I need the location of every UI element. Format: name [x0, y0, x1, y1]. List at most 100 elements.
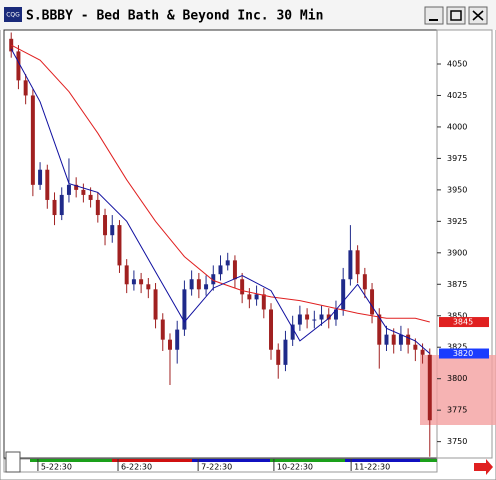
candle-body	[16, 51, 21, 81]
candle-body	[384, 334, 389, 345]
candle-body	[355, 250, 360, 275]
y-tick-label: 3925	[447, 217, 467, 226]
session-bar	[345, 459, 420, 462]
candle-body	[117, 225, 122, 266]
candle-body	[52, 199, 57, 216]
candle-body	[413, 344, 418, 350]
candle-body	[261, 294, 266, 310]
candle-body	[38, 169, 43, 185]
x-tick-label: 7-22:30	[201, 463, 232, 472]
candle-body	[182, 289, 187, 330]
minimize-button[interactable]	[424, 6, 444, 25]
candle-body	[218, 265, 223, 275]
x-tick-label: 10-22:30	[277, 463, 313, 472]
price-marker-label: 3845	[453, 318, 473, 327]
candle-body	[312, 319, 317, 321]
candle-body	[269, 309, 274, 350]
range-highlight	[420, 355, 496, 425]
session-bar	[420, 459, 437, 462]
maximize-icon	[450, 10, 462, 21]
candle-body	[276, 349, 281, 365]
candle-body	[30, 95, 35, 185]
candle-body	[95, 199, 100, 216]
candle-body	[110, 225, 115, 236]
candle-body	[196, 279, 201, 290]
close-icon	[472, 10, 484, 21]
window-buttons[interactable]	[424, 6, 488, 25]
scroll-handle[interactable]	[5, 451, 21, 473]
candle-body	[81, 189, 86, 195]
candle-body	[297, 314, 302, 325]
candle-body	[370, 289, 375, 315]
y-tick-label: 4025	[447, 91, 467, 100]
candle-body	[326, 314, 331, 320]
candle-body	[398, 334, 403, 345]
y-tick-label: 3975	[447, 154, 467, 163]
candle-body	[283, 339, 288, 365]
candle-body	[131, 279, 136, 285]
candle-body	[240, 279, 245, 295]
candle-body	[103, 215, 108, 236]
session-bar	[270, 459, 345, 462]
candle-body	[377, 314, 382, 345]
candle-body	[319, 314, 324, 320]
candle-body	[124, 265, 129, 285]
moving-average-line	[10, 48, 431, 354]
y-tick-label: 3800	[447, 374, 467, 383]
candle-body	[66, 184, 71, 195]
candle-body	[88, 194, 93, 200]
candle-body	[290, 324, 295, 340]
candle-body	[333, 309, 338, 320]
y-tick-label: 3775	[447, 406, 467, 415]
x-tick-label: 11-22:30	[354, 463, 390, 472]
x-tick-label: 5-22:30	[41, 463, 72, 472]
candle-body	[139, 279, 144, 285]
candle-body	[211, 274, 216, 285]
window-title: S.BBBY - Bed Bath & Beyond Inc. 30 Min	[26, 9, 323, 24]
candle-body	[167, 339, 172, 350]
y-tick-label: 3875	[447, 280, 467, 289]
scroll-arrow[interactable]	[474, 459, 493, 475]
candle-body	[45, 169, 50, 200]
candle-body	[232, 260, 237, 280]
candle-body	[341, 279, 346, 310]
candle-body	[59, 194, 64, 216]
y-tick-label: 3750	[447, 437, 467, 446]
candle-body	[406, 334, 411, 345]
candle-body	[74, 184, 79, 190]
plot-area	[3, 29, 438, 459]
candle-body	[189, 279, 194, 290]
price-marker	[439, 317, 489, 328]
y-tick-label: 3850	[447, 311, 467, 320]
candle-body	[427, 354, 432, 421]
title-bar	[0, 0, 496, 30]
moving-average-line	[10, 44, 430, 323]
y-tick-label: 3900	[447, 248, 467, 257]
candle-body	[391, 334, 396, 345]
y-tick-label: 3825	[447, 343, 467, 352]
chart: 3750 3775 3800 3825 3850 3875 3900 3925 3950 3975…	[9, 32, 489, 472]
candle-body	[247, 294, 252, 300]
candle-body	[305, 314, 310, 320]
candle-body	[348, 250, 353, 280]
session-bar	[192, 459, 270, 462]
y-tick-label: 4000	[447, 122, 467, 131]
y-tick-label: 3950	[447, 185, 467, 194]
candle-body	[160, 319, 165, 340]
candle-body	[254, 294, 259, 300]
candle-body	[420, 349, 425, 355]
candle-body	[146, 284, 151, 290]
price-marker	[439, 348, 489, 359]
y-tick-label: 4050	[447, 59, 467, 68]
price-marker-label: 3820	[453, 349, 473, 358]
candle-body	[362, 274, 367, 290]
x-tick-label: 6-22:30	[121, 463, 152, 472]
candle-body	[153, 289, 158, 320]
app-icon	[4, 7, 22, 22]
maximize-button[interactable]	[446, 6, 466, 25]
session-bar	[112, 459, 192, 462]
candle-body	[204, 284, 209, 290]
app-icon-label: CQG	[6, 12, 20, 19]
session-bar	[30, 459, 112, 462]
candle-body	[175, 329, 180, 350]
